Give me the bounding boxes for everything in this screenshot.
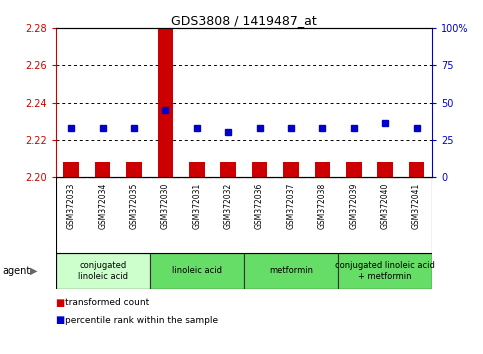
Text: GSM372031: GSM372031 (192, 183, 201, 229)
Bar (157, 28, 173, 177)
Bar (220, 162, 236, 177)
Text: GSM372034: GSM372034 (98, 183, 107, 229)
Bar (56, 253, 150, 289)
Text: GSM372035: GSM372035 (129, 183, 139, 229)
Bar (189, 162, 205, 177)
Bar (126, 162, 142, 177)
Bar (244, 253, 338, 289)
Bar (346, 162, 362, 177)
Text: GSM372037: GSM372037 (286, 183, 296, 229)
Text: percentile rank within the sample: percentile rank within the sample (65, 316, 218, 325)
Text: ■: ■ (56, 298, 65, 308)
Text: conjugated linoleic acid
+ metformin: conjugated linoleic acid + metformin (335, 261, 435, 280)
Text: GSM372036: GSM372036 (255, 183, 264, 229)
Title: GDS3808 / 1419487_at: GDS3808 / 1419487_at (171, 14, 317, 27)
Bar (314, 162, 330, 177)
Text: GSM372040: GSM372040 (381, 183, 390, 229)
Bar (338, 253, 432, 289)
Bar (377, 162, 393, 177)
Bar (150, 253, 244, 289)
Text: linoleic acid: linoleic acid (172, 266, 222, 275)
Text: metformin: metformin (269, 266, 313, 275)
Text: GSM372041: GSM372041 (412, 183, 421, 229)
Bar (409, 162, 425, 177)
Text: transformed count: transformed count (65, 298, 149, 307)
Text: GSM372033: GSM372033 (67, 183, 76, 229)
Text: GSM372030: GSM372030 (161, 183, 170, 229)
Bar (95, 162, 111, 177)
Bar (63, 162, 79, 177)
Text: ■: ■ (56, 315, 65, 325)
Text: ▶: ▶ (30, 266, 38, 276)
Bar (252, 162, 268, 177)
Text: GSM372032: GSM372032 (224, 183, 233, 229)
Text: GSM372039: GSM372039 (349, 183, 358, 229)
Text: GSM372038: GSM372038 (318, 183, 327, 229)
Text: conjugated
linoleic acid: conjugated linoleic acid (78, 261, 128, 280)
Text: agent: agent (2, 266, 30, 276)
Bar (283, 162, 299, 177)
